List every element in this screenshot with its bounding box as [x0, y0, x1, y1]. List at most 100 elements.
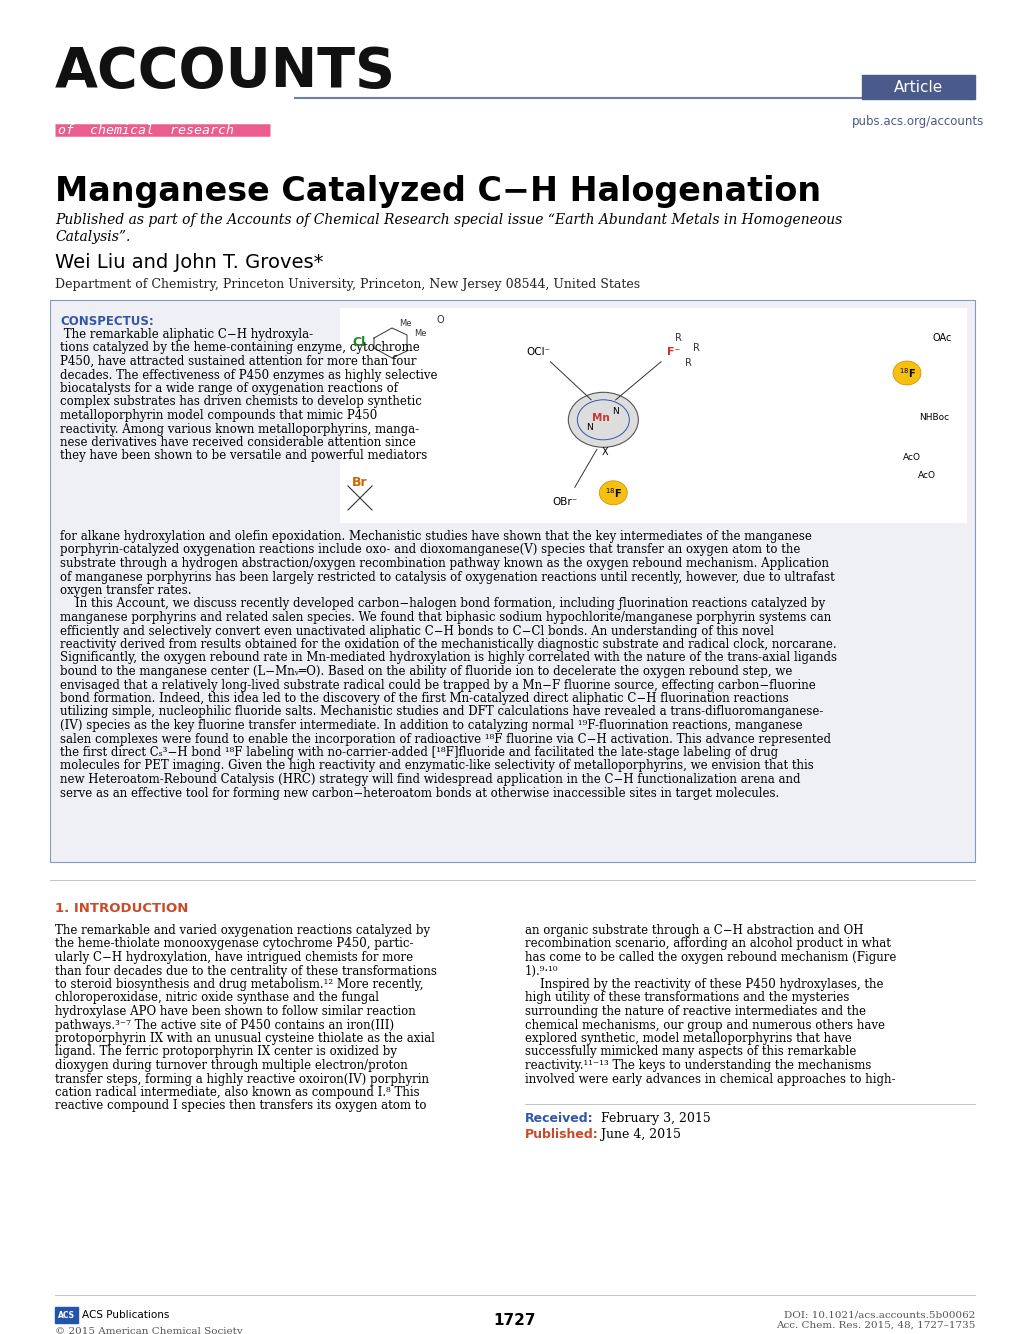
Text: of  chemical  research: of chemical research [58, 124, 233, 136]
Text: Manganese Catalyzed C−H Halogenation: Manganese Catalyzed C−H Halogenation [55, 175, 820, 208]
Text: nese derivatives have received considerable attention since: nese derivatives have received considera… [60, 436, 416, 450]
Text: transfer steps, forming a highly reactive oxoiron(IV) porphyrin: transfer steps, forming a highly reactiv… [55, 1073, 429, 1086]
Text: Me: Me [414, 328, 426, 338]
Text: utilizing simple, nucleophilic fluoride salts. Mechanistic studies and DFT calcu: utilizing simple, nucleophilic fluoride … [60, 706, 822, 719]
Text: they have been shown to be versatile and powerful mediators: they have been shown to be versatile and… [60, 450, 427, 463]
Bar [55, 1307, 77, 1323]
Text: pubs.acs.org/accounts: pubs.acs.org/accounts [852, 115, 983, 128]
Text: CONSPECTUS:: CONSPECTUS: [60, 315, 154, 328]
Text: R: R [675, 334, 681, 343]
Text: 1).⁹·¹⁰: 1).⁹·¹⁰ [525, 964, 558, 978]
Text: February 3, 2015: February 3, 2015 [592, 1113, 710, 1125]
Text: R: R [692, 343, 699, 354]
Text: N: N [611, 407, 619, 416]
Text: efficiently and selectively convert even unactivated aliphatic C−H bonds to C−Cl: efficiently and selectively convert even… [60, 624, 773, 638]
Text: pathways.³⁻⁷ The active site of P450 contains an iron(III): pathways.³⁻⁷ The active site of P450 con… [55, 1018, 393, 1031]
Text: high utility of these transformations and the mysteries: high utility of these transformations an… [525, 991, 849, 1005]
Bar [339, 308, 966, 523]
Text: serve as an effective tool for forming new carbon−heteroatom bonds at otherwise : serve as an effective tool for forming n… [60, 787, 779, 799]
Text: porphyrin-catalyzed oxygenation reactions include oxo- and dioxomanganese(V) spe: porphyrin-catalyzed oxygenation reaction… [60, 543, 800, 556]
Text: 1727: 1727 [493, 1313, 536, 1329]
Text: complex substrates has driven chemists to develop synthetic: complex substrates has driven chemists t… [60, 395, 422, 408]
Text: chloroperoxidase, nitric oxide synthase and the fungal: chloroperoxidase, nitric oxide synthase … [55, 991, 379, 1005]
Text: OAc: OAc [931, 334, 951, 343]
Text: reactivity derived from results obtained for the oxidation of the mechanisticall: reactivity derived from results obtained… [60, 638, 836, 651]
Text: ACS Publications: ACS Publications [82, 1310, 169, 1321]
Text: Published:: Published: [525, 1129, 598, 1141]
Text: reactivity. Among various known metalloporphyrins, manga-: reactivity. Among various known metallop… [60, 423, 419, 435]
Ellipse shape [568, 392, 638, 447]
Text: bound to the manganese center (L−Mnᵥ═O). Based on the ability of fluoride ion to: bound to the manganese center (L−Mnᵥ═O).… [60, 666, 792, 678]
Bar [50, 300, 974, 862]
Text: ACS: ACS [58, 1310, 75, 1319]
Text: biocatalysts for a wide range of oxygenation reactions of: biocatalysts for a wide range of oxygena… [60, 382, 397, 395]
Text: surrounding the nature of reactive intermediates and the: surrounding the nature of reactive inter… [525, 1005, 865, 1018]
Text: an organic substrate through a C−H abstraction and OH: an organic substrate through a C−H abstr… [525, 924, 863, 936]
Text: Significantly, the oxygen rebound rate in Mn-mediated hydroxylation is highly co: Significantly, the oxygen rebound rate i… [60, 651, 837, 664]
Text: Wei Liu and John T. Groves*: Wei Liu and John T. Groves* [55, 253, 323, 272]
Text: salen complexes were found to enable the incorporation of radioactive ¹⁸F fluori: salen complexes were found to enable the… [60, 732, 830, 746]
Text: the heme-thiolate monooxygenase cytochrome P450, partic-: the heme-thiolate monooxygenase cytochro… [55, 938, 413, 951]
Text: $^{18}$F: $^{18}$F [898, 366, 915, 380]
Text: tions catalyzed by the heme-containing enzyme, cytochrome: tions catalyzed by the heme-containing e… [60, 342, 420, 355]
Text: Cl: Cl [352, 336, 365, 350]
Text: envisaged that a relatively long-lived substrate radical could be trapped by a M: envisaged that a relatively long-lived s… [60, 679, 815, 691]
Text: Mn: Mn [592, 412, 609, 423]
Text: than four decades due to the centrality of these transformations: than four decades due to the centrality … [55, 964, 436, 978]
Text: involved were early advances in chemical approaches to high-: involved were early advances in chemical… [525, 1073, 895, 1086]
Text: O: O [436, 315, 443, 325]
Text: has come to be called the oxygen rebound mechanism (Figure: has come to be called the oxygen rebound… [525, 951, 896, 964]
Text: reactivity.¹¹⁻¹³ The keys to understanding the mechanisms: reactivity.¹¹⁻¹³ The keys to understandi… [525, 1059, 870, 1073]
Text: the first direct Cₛ³−H bond ¹⁸F labeling with no-carrier-added [¹⁸F]fluoride and: the first direct Cₛ³−H bond ¹⁸F labeling… [60, 746, 777, 759]
Text: The remarkable and varied oxygenation reactions catalyzed by: The remarkable and varied oxygenation re… [55, 924, 430, 936]
Text: manganese porphyrins and related salen species. We found that biphasic sodium hy: manganese porphyrins and related salen s… [60, 611, 830, 624]
Text: The remarkable aliphatic C−H hydroxyla-: The remarkable aliphatic C−H hydroxyla- [60, 328, 313, 342]
Text: OBr⁻: OBr⁻ [552, 496, 578, 507]
Text: Me: Me [398, 319, 411, 328]
Text: In this Account, we discuss recently developed carbon−halogen bond formation, in: In this Account, we discuss recently dev… [60, 598, 824, 611]
Text: protoporphyrin IX with an unusual cysteine thiolate as the axial: protoporphyrin IX with an unusual cystei… [55, 1033, 434, 1045]
Text: recombination scenario, affording an alcohol product in what: recombination scenario, affording an alc… [525, 938, 890, 951]
Text: AcO: AcO [917, 471, 935, 480]
Text: Acc. Chem. Res. 2015, 48, 1727–1735: Acc. Chem. Res. 2015, 48, 1727–1735 [774, 1321, 974, 1330]
Text: to steroid biosynthesis and drug metabolism.¹² More recently,: to steroid biosynthesis and drug metabol… [55, 978, 423, 991]
Text: ACCOUNTS: ACCOUNTS [55, 45, 395, 99]
Text: DOI: 10.1021/acs.accounts.5b00062: DOI: 10.1021/acs.accounts.5b00062 [783, 1310, 974, 1319]
Ellipse shape [892, 362, 920, 386]
Text: (IV) species as the key fluorine transfer intermediate. In addition to catalyzin: (IV) species as the key fluorine transfe… [60, 719, 802, 732]
Text: chemical mechanisms, our group and numerous others have: chemical mechanisms, our group and numer… [525, 1018, 884, 1031]
Text: of manganese porphyrins has been largely restricted to catalysis of oxygenation : of manganese porphyrins has been largely… [60, 571, 834, 583]
Text: OCl⁻: OCl⁻ [526, 347, 550, 356]
Text: dioxygen during turnover through multiple electron/proton: dioxygen during turnover through multipl… [55, 1059, 408, 1073]
Text: new Heteroatom-Rebound Catalysis (HRC) strategy will find widespread application: new Heteroatom-Rebound Catalysis (HRC) s… [60, 772, 800, 786]
Text: Received:: Received: [525, 1113, 593, 1125]
Text: Catalysis”.: Catalysis”. [55, 229, 130, 244]
Text: molecules for PET imaging. Given the high reactivity and enzymatic-like selectiv: molecules for PET imaging. Given the hig… [60, 759, 813, 772]
Text: Inspired by the reactivity of these P450 hydroxylases, the: Inspired by the reactivity of these P450… [525, 978, 882, 991]
Text: F⁻: F⁻ [666, 347, 680, 356]
Text: hydroxylase APO have been shown to follow similar reaction: hydroxylase APO have been shown to follo… [55, 1005, 416, 1018]
Text: Br: Br [352, 476, 367, 490]
Text: © 2015 American Chemical Society: © 2015 American Chemical Society [55, 1327, 243, 1334]
Text: substrate through a hydrogen abstraction/oxygen recombination pathway known as t: substrate through a hydrogen abstraction… [60, 558, 828, 570]
Text: bond formation. Indeed, this idea led to the discovery of the first Mn-catalyzed: bond formation. Indeed, this idea led to… [60, 692, 788, 704]
Text: cation radical intermediate, also known as compound I.⁸ This: cation radical intermediate, also known … [55, 1086, 419, 1099]
Text: Published as part of the Accounts of Chemical Research special issue “Earth Abun: Published as part of the Accounts of Che… [55, 213, 842, 227]
Text: N: N [585, 423, 592, 432]
Text: $^{18}$F: $^{18}$F [604, 486, 622, 500]
Text: P450, have attracted sustained attention for more than four: P450, have attracted sustained attention… [60, 355, 416, 368]
Text: oxygen transfer rates.: oxygen transfer rates. [60, 584, 192, 598]
Text: 1. INTRODUCTION: 1. INTRODUCTION [55, 902, 189, 915]
Text: for alkane hydroxylation and olefin epoxidation. Mechanistic studies have shown : for alkane hydroxylation and olefin epox… [60, 530, 811, 543]
Text: metalloporphyrin model compounds that mimic P450: metalloporphyrin model compounds that mi… [60, 410, 377, 422]
Text: Department of Chemistry, Princeton University, Princeton, New Jersey 08544, Unit: Department of Chemistry, Princeton Unive… [55, 277, 640, 291]
Text: Article: Article [893, 80, 943, 95]
Text: X: X [601, 447, 608, 456]
Text: ligand. The ferric protoporphyrin IX center is oxidized by: ligand. The ferric protoporphyrin IX cen… [55, 1046, 396, 1058]
Text: June 4, 2015: June 4, 2015 [592, 1129, 681, 1141]
Bar [861, 75, 974, 99]
Text: decades. The effectiveness of P450 enzymes as highly selective: decades. The effectiveness of P450 enzym… [60, 368, 437, 382]
Text: ularly C−H hydroxylation, have intrigued chemists for more: ularly C−H hydroxylation, have intrigued… [55, 951, 413, 964]
Text: reactive compound I species then transfers its oxygen atom to: reactive compound I species then transfe… [55, 1099, 426, 1113]
Text: NHBoc: NHBoc [918, 414, 948, 423]
